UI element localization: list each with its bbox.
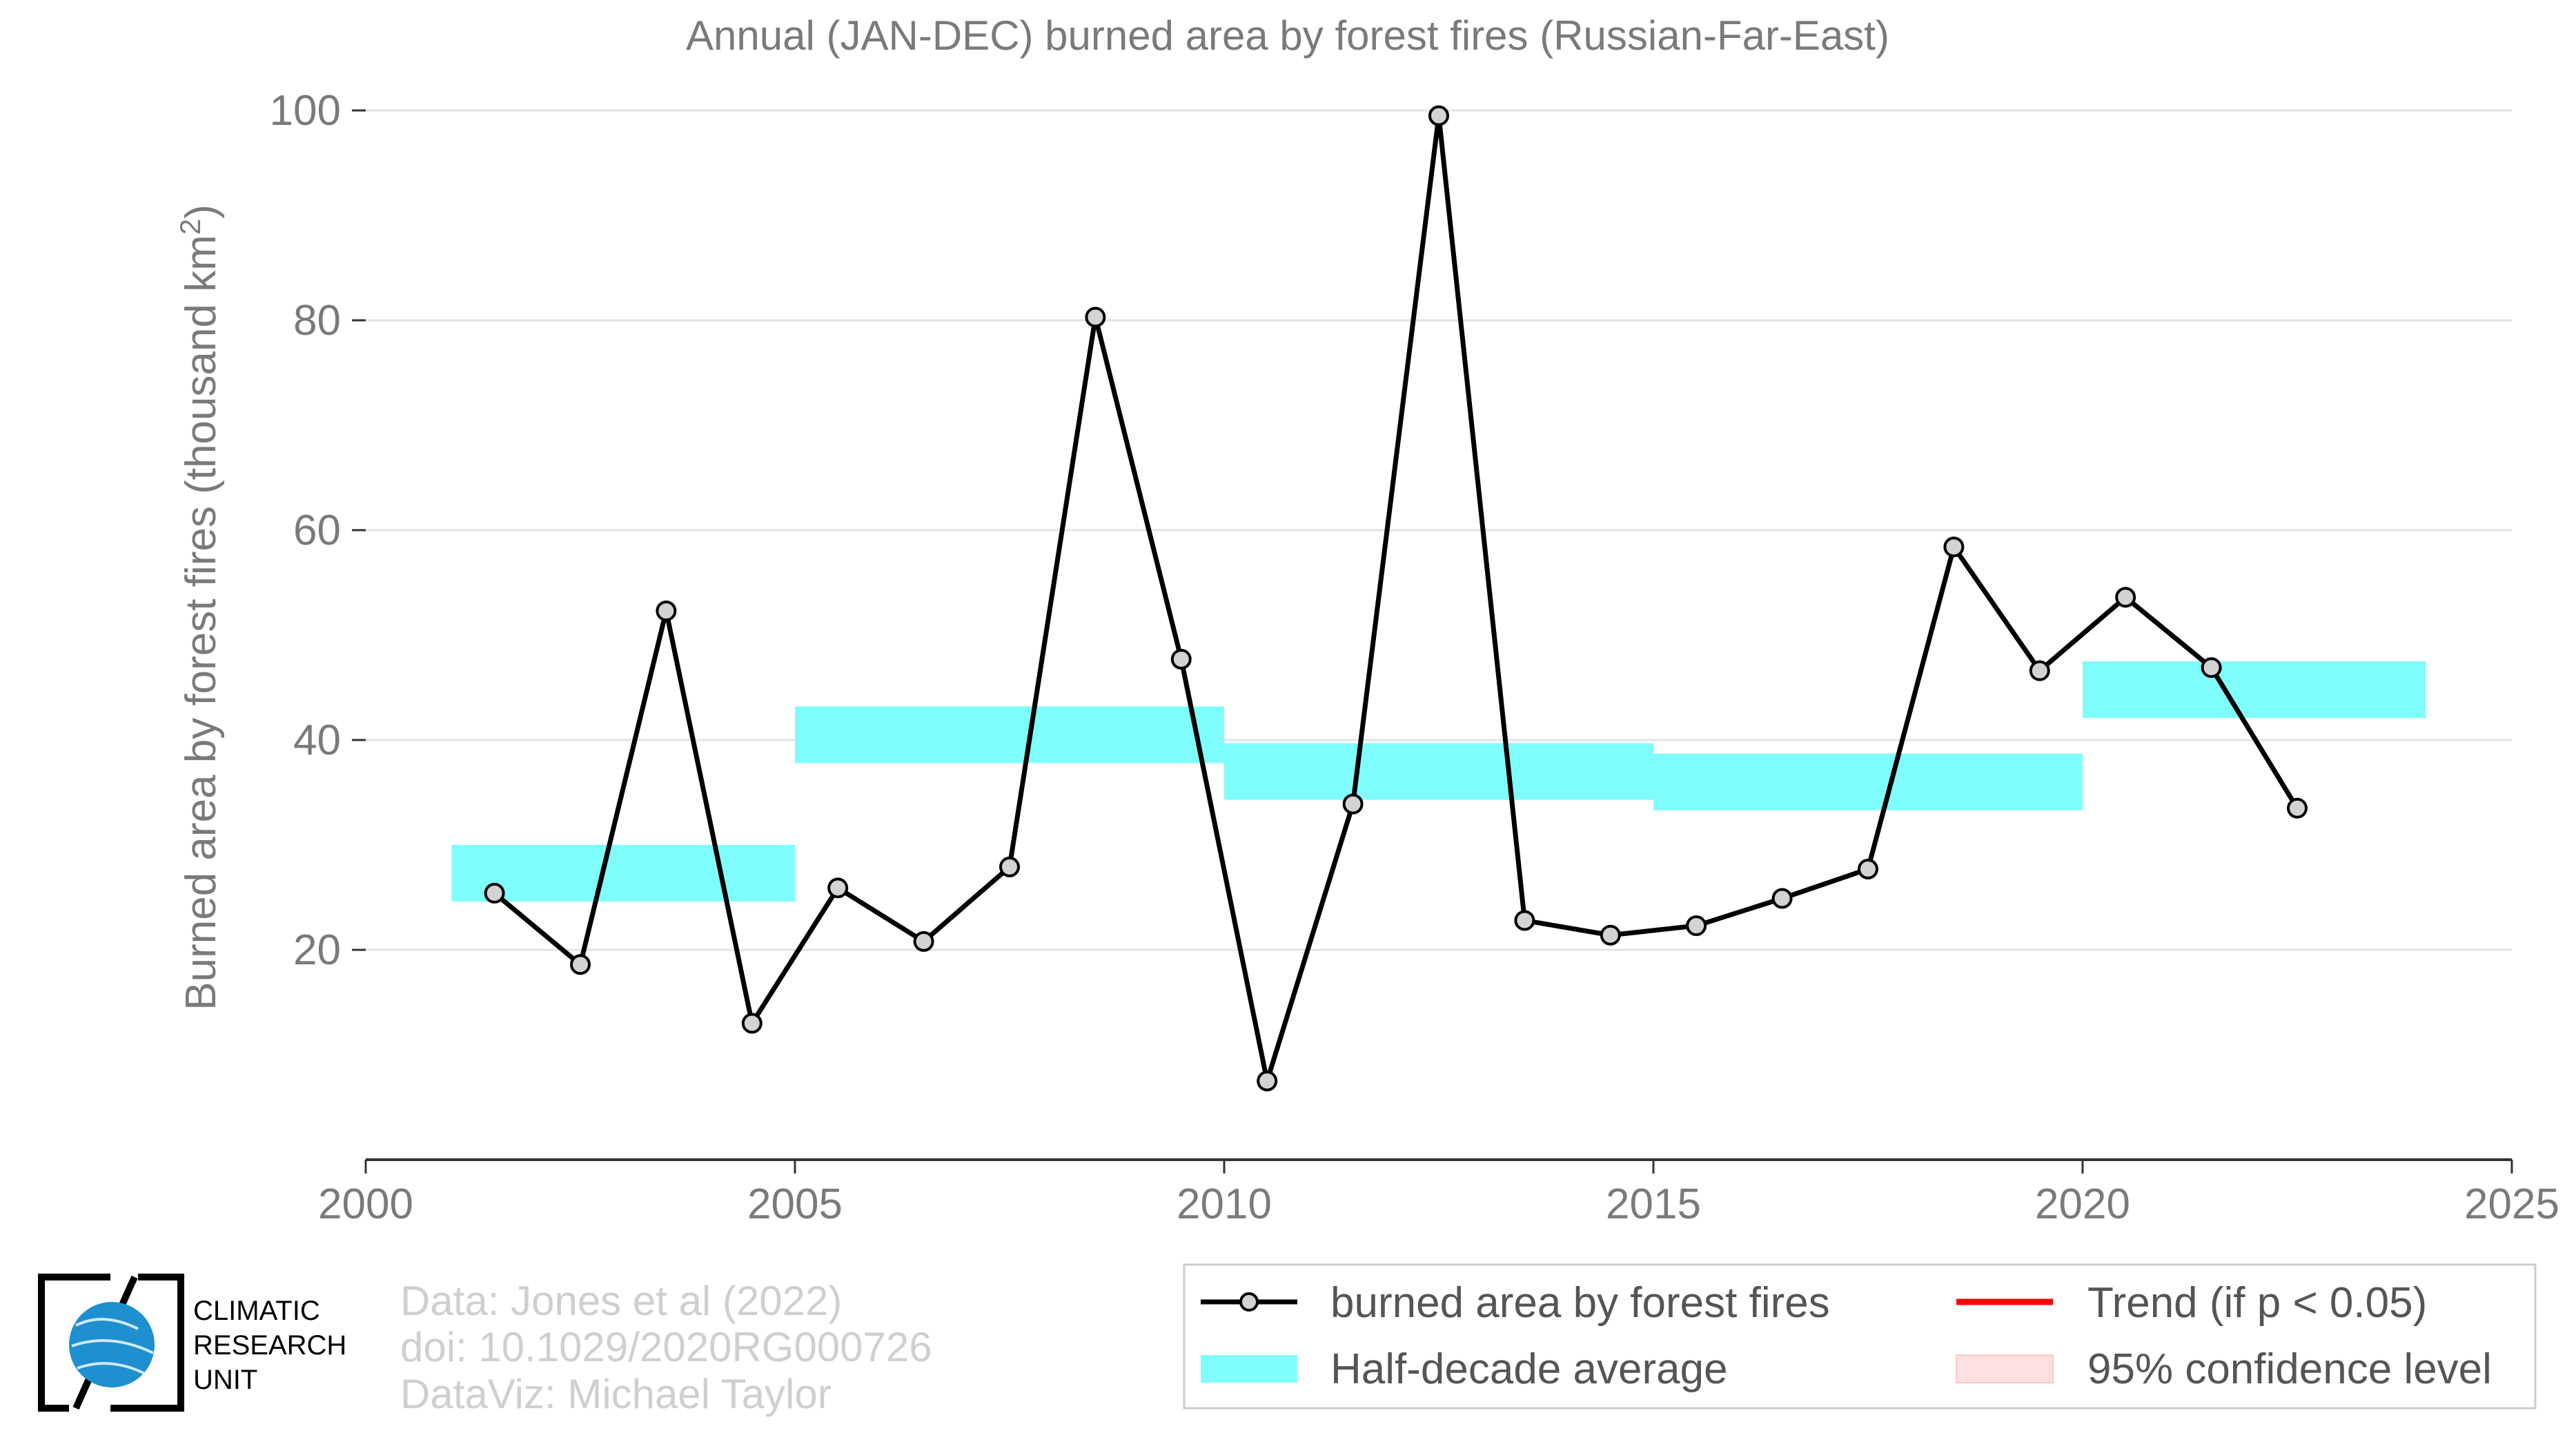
- half-decade-bars: [451, 661, 2426, 902]
- logo-line-2: RESEARCH: [193, 1330, 346, 1361]
- data-point-8: [1085, 306, 1106, 328]
- globe-icon: [69, 1302, 155, 1387]
- legend: burned area by forest fires Trend (if p …: [1183, 1263, 2537, 1410]
- data-point-4: [741, 1013, 763, 1034]
- x-tick-label-2015: 2015: [1606, 1180, 1701, 1228]
- logo-frame: [38, 1274, 184, 1412]
- y-ticks: 20 40 60 80 100: [270, 87, 366, 974]
- gridlines: [366, 109, 2512, 951]
- legend-swatch-series-marker: [1239, 1292, 1259, 1312]
- globe-contour-icon: [71, 1318, 154, 1375]
- data-point-19: [2029, 660, 2050, 681]
- legend-box: [1183, 1263, 2537, 1410]
- data-point-10: [1257, 1071, 1278, 1091]
- y-tick-label-60: 60: [293, 507, 341, 554]
- series-line-layer: [493, 113, 2299, 1084]
- legend-label-half-decade: Half-decade average: [1330, 1345, 1728, 1393]
- x-tick-label-2025: 2025: [2464, 1180, 2559, 1228]
- data-point-3: [656, 601, 677, 622]
- data-point-14: [1600, 924, 1621, 946]
- data-point-13: [1514, 910, 1535, 931]
- data-point-7: [999, 856, 1020, 877]
- legend-label-trend: Trend (if p < 0.05): [2087, 1279, 2427, 1327]
- x-ticks: 2000 2005 2010 2015 2020 2025: [318, 1160, 2559, 1228]
- data-point-16: [1771, 888, 1793, 909]
- data-point-1: [484, 882, 505, 904]
- half-decade-bar-1: [451, 845, 795, 902]
- data-point-21: [2201, 657, 2222, 679]
- credit-data: Data: Jones et al (2022): [400, 1278, 842, 1324]
- credit-doi: doi: 10.1029/2020RG000726: [400, 1324, 932, 1370]
- y-axis-label-main: Burned area by forest fires (thousand km: [177, 235, 225, 1010]
- x-tick-label-2020: 2020: [2035, 1180, 2130, 1228]
- series-markers: [484, 105, 2308, 1091]
- legend-swatch-confidence: [1956, 1354, 2054, 1383]
- logo-line-1: CLIMATIC: [193, 1296, 320, 1326]
- legend-swatch-half-decade: [1201, 1355, 1297, 1383]
- data-point-22: [2287, 797, 2308, 819]
- data-point-11: [1342, 793, 1364, 815]
- data-point-12: [1428, 105, 1449, 126]
- x-tick-label-2005: 2005: [747, 1180, 843, 1228]
- chart-title: Annual (JAN-DEC) burned area by forest f…: [686, 12, 1889, 59]
- y-axis-label-sup: 2: [174, 219, 206, 235]
- data-point-15: [1686, 915, 1707, 937]
- data-point-2: [570, 954, 591, 975]
- data-point-18: [1943, 536, 1965, 558]
- legend-label-series: burned area by forest fires: [1330, 1279, 1830, 1327]
- data-point-6: [913, 931, 934, 952]
- half-decade-bar-2: [795, 706, 1224, 763]
- half-decade-bar-3: [1224, 743, 1653, 800]
- data-point-17: [1858, 858, 1878, 879]
- cru-logo: CLIMATIC RESEARCH UNIT: [38, 1274, 346, 1412]
- data-point-5: [827, 877, 849, 899]
- y-tick-label-80: 80: [293, 297, 341, 344]
- legend-label-confidence: 95% confidence level: [2087, 1345, 2492, 1393]
- data-point-20: [2115, 587, 2136, 608]
- y-axis-label-end: ): [177, 204, 225, 219]
- credit-dataviz: DataViz: Michael Taylor: [400, 1371, 832, 1417]
- half-decade-bar-4: [1653, 753, 2083, 810]
- half-decade-bar-5: [2083, 661, 2426, 719]
- logo-line-3: UNIT: [193, 1365, 257, 1395]
- data-point-9: [1170, 648, 1192, 670]
- x-tick-label-2000: 2000: [318, 1180, 413, 1228]
- y-axis-label: Burned area by forest fires (thousand km…: [174, 204, 225, 1010]
- x-tick-label-2010: 2010: [1177, 1180, 1272, 1228]
- y-tick-label-20: 20: [293, 926, 341, 974]
- series-line: [493, 113, 2299, 1084]
- y-tick-label-100: 100: [270, 87, 341, 135]
- y-tick-label-40: 40: [293, 717, 341, 764]
